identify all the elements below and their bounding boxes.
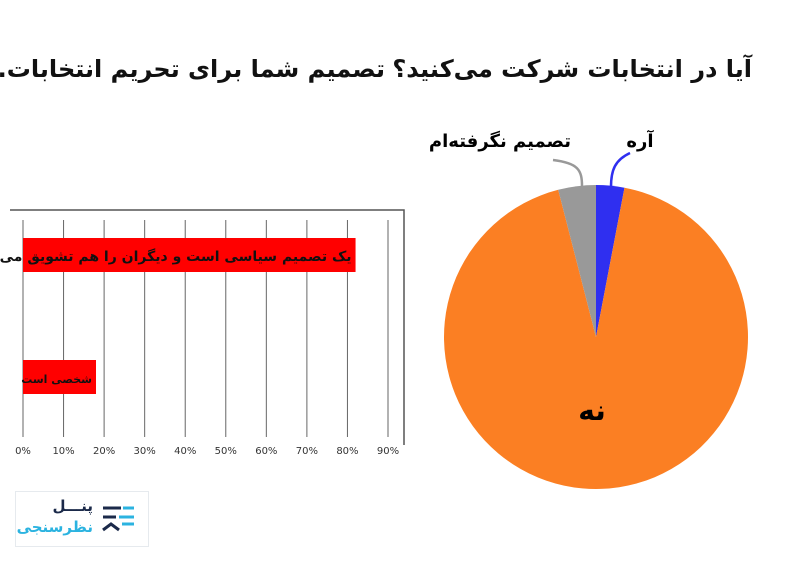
leader-line bbox=[609, 151, 631, 188]
pie-label: تصمیم نگرفته‌ام bbox=[429, 130, 571, 152]
bar-label: شخصی است bbox=[21, 373, 92, 386]
leader-line bbox=[552, 158, 584, 187]
x-tick-label: 90% bbox=[377, 446, 399, 457]
x-tick-label: 40% bbox=[174, 446, 196, 457]
x-tick-label: 60% bbox=[255, 446, 277, 457]
logo-line2: نظرسنجی bbox=[16, 518, 93, 536]
x-tick-label: 70% bbox=[296, 446, 318, 457]
x-tick-label: 50% bbox=[215, 446, 237, 457]
bar bbox=[23, 238, 356, 272]
pie-title: آیا در انتخابات شرکت می‌کنید؟ bbox=[392, 55, 752, 83]
bar-title: تصمیم شما برای تحریم انتخابات... bbox=[0, 55, 385, 83]
pie-label: نه bbox=[578, 394, 606, 427]
pie-slice bbox=[444, 187, 749, 490]
x-tick-label: 30% bbox=[134, 446, 156, 457]
plot-frame bbox=[10, 209, 405, 445]
pie-slice bbox=[596, 185, 625, 337]
bar bbox=[23, 360, 96, 394]
logo-icon bbox=[102, 506, 134, 532]
x-tick-label: 0% bbox=[15, 446, 31, 457]
pie-label: آره bbox=[626, 129, 654, 152]
bar-label: یک تصمیم سیاسی است و دیگران را هم تشویق … bbox=[0, 248, 352, 265]
x-tick-label: 80% bbox=[336, 446, 358, 457]
x-tick-label: 20% bbox=[93, 446, 115, 457]
logo-line1: پنـــل bbox=[52, 497, 93, 515]
logo: پنـــل نظرسنجی bbox=[15, 491, 149, 547]
pie-slice bbox=[558, 185, 596, 337]
x-tick-label: 10% bbox=[52, 446, 74, 457]
